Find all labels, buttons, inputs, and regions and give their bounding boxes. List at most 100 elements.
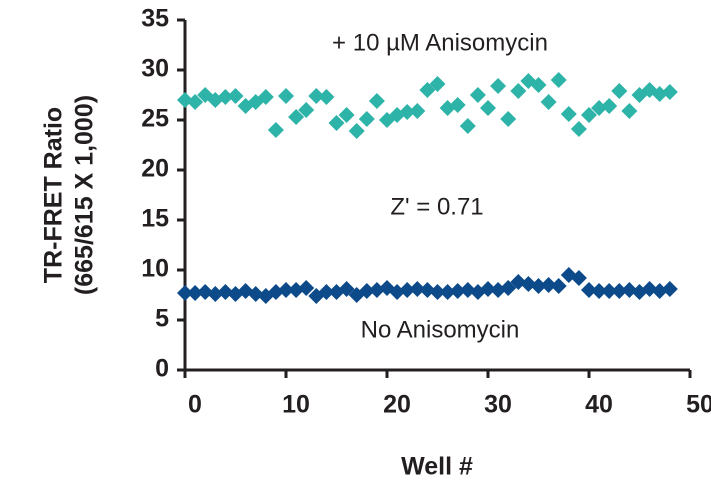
y-tick-label: 15 <box>141 205 169 233</box>
point <box>318 284 335 300</box>
point <box>358 111 375 127</box>
point <box>328 115 345 131</box>
point <box>449 283 466 299</box>
x-tick-label: 0 <box>188 391 202 419</box>
y-tick-label: 10 <box>141 255 169 283</box>
point <box>490 282 507 298</box>
point <box>621 103 638 119</box>
y-tick-label: 25 <box>141 105 169 133</box>
point <box>601 98 618 114</box>
point <box>510 274 527 290</box>
point <box>298 102 315 118</box>
point <box>550 278 567 294</box>
point <box>399 282 416 298</box>
point <box>419 282 436 298</box>
point <box>651 283 668 299</box>
point <box>419 82 436 98</box>
point <box>197 284 214 300</box>
point <box>267 284 284 300</box>
point <box>187 285 204 301</box>
point <box>510 83 527 99</box>
y-tick-label: 0 <box>155 355 169 383</box>
point <box>338 107 355 123</box>
point <box>621 282 638 298</box>
point <box>661 281 678 297</box>
point <box>429 76 446 92</box>
annotation: + 10 µM Anisomycin <box>332 29 548 56</box>
point <box>601 283 618 299</box>
point <box>490 78 507 94</box>
point <box>177 285 193 301</box>
x-axis-title: Well # <box>401 453 473 481</box>
point <box>480 281 496 297</box>
y-tick-label: 20 <box>141 155 169 183</box>
point <box>288 282 305 298</box>
point <box>591 100 608 116</box>
point <box>459 118 476 134</box>
y-tick-label: 30 <box>141 55 169 83</box>
point <box>207 286 224 302</box>
point <box>177 92 193 108</box>
point <box>500 280 517 296</box>
point <box>247 94 264 110</box>
point <box>459 282 476 298</box>
point <box>217 284 234 300</box>
point <box>570 121 587 137</box>
point <box>257 89 274 105</box>
annotation: No Anisomycin <box>361 316 520 343</box>
y-axis-title: TR-FRET Ratio <box>40 107 68 283</box>
x-tick-label: 30 <box>484 391 512 419</box>
x-tick-label: 20 <box>383 391 411 419</box>
point <box>581 107 597 123</box>
point <box>439 284 456 300</box>
point <box>530 77 547 93</box>
point <box>530 278 547 294</box>
x-tick-label: 40 <box>585 391 613 419</box>
point <box>358 283 375 299</box>
point <box>217 89 234 105</box>
point <box>550 72 567 88</box>
point <box>348 123 365 139</box>
point <box>611 283 628 299</box>
point <box>611 83 628 99</box>
point <box>389 284 406 300</box>
point <box>581 282 597 298</box>
point <box>651 86 668 102</box>
x-tick-label: 10 <box>282 391 310 419</box>
point <box>480 100 496 116</box>
point <box>500 111 517 127</box>
point <box>298 280 315 296</box>
y-tick-label: 5 <box>155 305 169 333</box>
point <box>429 284 446 300</box>
point <box>560 106 577 122</box>
point <box>308 88 325 104</box>
point <box>540 277 557 293</box>
point <box>409 281 426 297</box>
point <box>409 103 426 119</box>
point <box>591 283 608 299</box>
point <box>469 87 486 103</box>
point <box>338 281 355 297</box>
y-axis-title: (665/615 X 1,000) <box>71 95 99 295</box>
point <box>247 286 264 302</box>
point <box>267 122 284 138</box>
point <box>278 282 294 298</box>
point <box>227 88 244 104</box>
point <box>368 282 385 298</box>
point <box>288 109 305 125</box>
point <box>278 88 294 104</box>
y-tick-label: 35 <box>141 5 169 33</box>
point <box>399 104 416 120</box>
point <box>368 93 385 109</box>
point <box>570 270 587 286</box>
point <box>661 84 678 100</box>
point <box>187 94 204 110</box>
x-tick-label: 50 <box>686 391 711 419</box>
point <box>520 276 537 292</box>
point <box>318 89 335 105</box>
point <box>449 97 466 113</box>
point <box>540 94 557 110</box>
point <box>641 281 658 297</box>
annotation: Z' = 0.71 <box>390 193 483 220</box>
